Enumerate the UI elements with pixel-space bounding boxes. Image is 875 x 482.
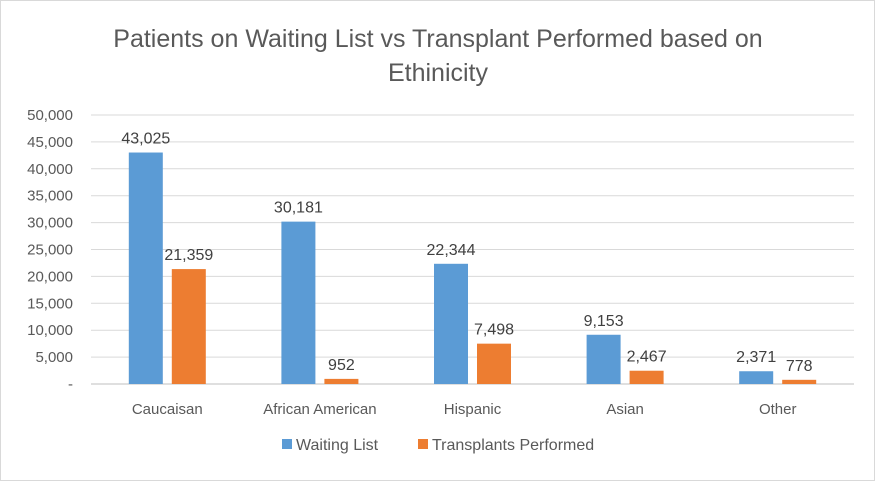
- bar-transplants-performed: [477, 343, 511, 384]
- bar-transplants-performed: [629, 370, 664, 384]
- y-tick-label: 35,000: [27, 188, 73, 205]
- data-label: 9,153: [584, 313, 624, 330]
- y-tick-label: 25,000: [27, 242, 73, 259]
- y-tick-label: 15,000: [27, 295, 73, 312]
- bar-transplants-performed: [171, 269, 206, 384]
- y-tick-label: 5,000: [35, 349, 73, 366]
- bar-waiting-list: [739, 371, 774, 384]
- legend-label: Transplants Performed: [432, 437, 594, 454]
- y-tick-label: 45,000: [27, 134, 73, 151]
- bar-transplants-performed: [324, 378, 359, 384]
- x-tick-label: African American: [263, 401, 376, 418]
- y-tick-label: 20,000: [27, 268, 73, 285]
- legend-label: Waiting List: [296, 437, 379, 454]
- bar-transplants-performed: [782, 379, 817, 384]
- data-label: 30,181: [274, 200, 323, 217]
- data-labels: 43,025 21,359 30,181 952 22,344 7,498 9,153 2,4…: [121, 131, 812, 375]
- bar-waiting-list: [434, 263, 468, 384]
- data-label: 21,359: [164, 247, 213, 264]
- bar-waiting-list: [281, 221, 316, 384]
- y-tick-label: 40,000: [27, 161, 73, 178]
- y-tick-label: -: [68, 376, 73, 393]
- chart-title-line-1: Patients on Waiting List vs Transplant P…: [113, 25, 762, 53]
- data-label: 7,498: [474, 322, 514, 339]
- bar-waiting-list: [128, 152, 163, 384]
- legend-swatch: [282, 439, 292, 449]
- data-label: 778: [786, 358, 813, 375]
- x-tick-label: Other: [759, 401, 797, 418]
- x-tick-label: Caucaisan: [132, 401, 203, 418]
- legend: Waiting List Transplants Performed: [282, 437, 594, 454]
- chart-title: Patients on Waiting List vs Transplant P…: [113, 25, 762, 87]
- chart-title-line-2: Ethinicity: [388, 59, 489, 87]
- legend-swatch: [418, 439, 428, 449]
- x-tick-label: Asian: [606, 401, 644, 418]
- x-tick-label: Hispanic: [444, 401, 502, 418]
- y-tick-label: 50,000: [27, 107, 73, 124]
- gridlines: [91, 114, 854, 385]
- data-label: 952: [328, 357, 355, 374]
- bar-waiting-list: [586, 334, 621, 384]
- y-tick-label: 10,000: [27, 322, 73, 339]
- bars: [128, 152, 817, 384]
- data-label: 2,467: [627, 349, 667, 366]
- data-label: 2,371: [736, 349, 776, 366]
- y-axis: - 5,000 10,000 15,000 20,000 25,000 30,000 35,0…: [27, 107, 73, 393]
- x-axis: Caucaisan African American Hispanic Asian Ot…: [132, 401, 797, 418]
- data-label: 43,025: [121, 131, 170, 148]
- data-label: 22,344: [427, 242, 476, 259]
- y-tick-label: 30,000: [27, 215, 73, 232]
